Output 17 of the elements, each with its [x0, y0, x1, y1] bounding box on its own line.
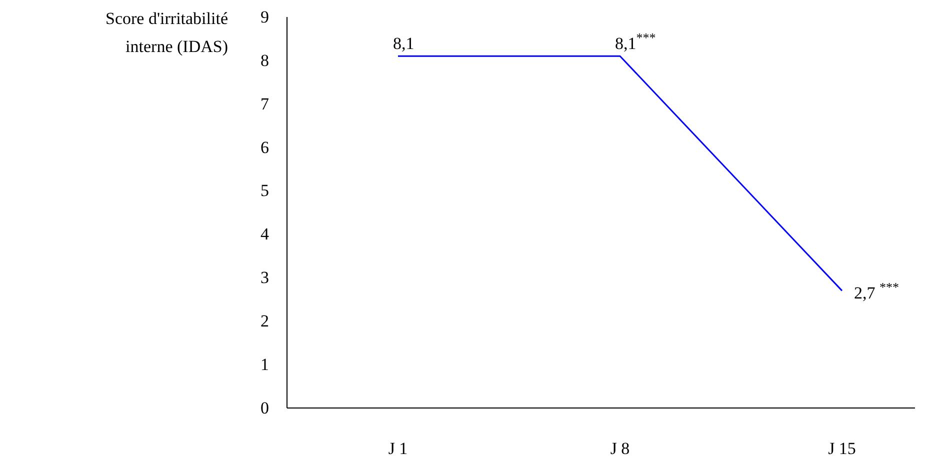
y-tick-label: 7: [260, 94, 270, 114]
y-tick-label: 2: [260, 312, 269, 331]
y-tick-label: 9: [260, 7, 269, 26]
x-tick-label: J 8: [610, 439, 630, 458]
data-label: 8,1: [393, 34, 414, 54]
data-label: 8,1$^{***}$: [615, 30, 656, 54]
x-tick-label: J 15: [828, 439, 856, 458]
y-tick-label: 3: [260, 268, 269, 288]
y-tick-label: 8: [260, 50, 269, 70]
y-tick-label: 4: [260, 224, 270, 244]
y-tick-label: 6: [260, 138, 269, 157]
y-axis-title: Score d'irritabilité interne (IDAS): [106, 9, 228, 56]
y-tick-label: 1: [260, 354, 269, 374]
y-tick-label: 0: [260, 398, 269, 418]
y-tick-label: 5: [260, 181, 269, 200]
data-label: 2,7 $^{***}$: [854, 279, 899, 303]
x-tick-label: J 1: [388, 439, 408, 458]
